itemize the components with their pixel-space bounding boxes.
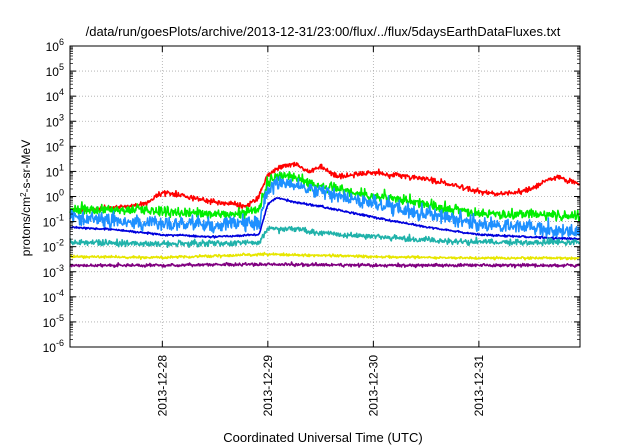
y-tick-label: 105 (46, 62, 64, 79)
series-group (69, 161, 581, 269)
x-tick-label: 2013-12-29 (261, 355, 275, 417)
series-line-1 (69, 161, 581, 213)
y-tick-label: 10-6 (43, 338, 64, 355)
x-tick-label: 2013-12-30 (366, 355, 380, 417)
series-line-2 (69, 171, 581, 222)
y-tick-label: 10-2 (43, 238, 64, 255)
series-line-5 (69, 225, 581, 249)
y-axis-label-pre: protons/cm (19, 197, 33, 256)
series-line-4 (69, 196, 581, 241)
svg-text:protons/cm2-s-sr-MeV: protons/cm2-s-sr-MeV (19, 140, 34, 256)
y-tick-label: 10-1 (43, 213, 64, 230)
y-tick-label: 106 (46, 37, 64, 54)
y-tick-label: 100 (46, 188, 64, 205)
series-line-3 (69, 175, 581, 239)
x-tick-label: 2013-12-31 (472, 355, 486, 417)
y-axis-label-sup: 2 (19, 192, 28, 197)
series-line-6 (69, 251, 581, 261)
y-tick-label: 10-5 (43, 313, 64, 330)
y-tick-label: 104 (46, 87, 64, 104)
chart-title: /data/run/goesPlots/archive/2013-12-31/2… (86, 24, 561, 39)
y-tick-label: 102 (46, 137, 64, 154)
series-line-7 (69, 261, 581, 269)
y-tick-label: 10-3 (43, 263, 64, 280)
y-axis-label: protons/cm2-s-sr-MeV (19, 140, 34, 256)
x-tick-label: 2013-12-28 (155, 355, 169, 417)
y-tick-label: 10-4 (43, 288, 64, 305)
plot-frame (69, 45, 581, 348)
y-axis-label-post: -s-sr-MeV (19, 140, 33, 193)
y-tick-label: 101 (46, 162, 64, 179)
x-axis-label: Coordinated Universal Time (UTC) (223, 430, 422, 445)
y-tick-label: 103 (46, 112, 64, 129)
